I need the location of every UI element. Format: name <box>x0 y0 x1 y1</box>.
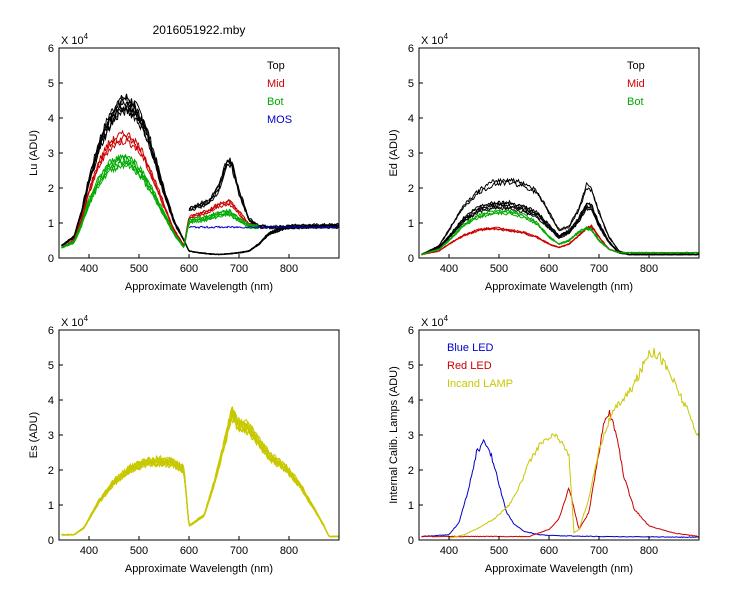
x-tick-label: 500 <box>130 263 148 275</box>
series-es-line <box>61 417 339 538</box>
legend-item-top: Top <box>627 60 645 72</box>
x-tick-label: 400 <box>440 263 458 275</box>
y-tick-label: 2 <box>48 183 54 195</box>
x-tick-label: 600 <box>180 545 198 557</box>
x-tick-label: 800 <box>280 545 298 557</box>
x-axis-label: Approximate Wavelength (nm) <box>125 281 273 293</box>
legend-item-incand-lamp: Incand LAMP <box>447 378 513 390</box>
x-tick-label: 400 <box>440 545 458 557</box>
x-axis-label: Approximate Wavelength (nm) <box>125 563 273 575</box>
x-axis-label: Approximate Wavelength (nm) <box>485 563 633 575</box>
y-tick-label: 5 <box>48 360 54 372</box>
x-tick-label: 800 <box>640 263 658 275</box>
y-tick-label: 2 <box>408 183 414 195</box>
y-tick-label: 1 <box>48 218 54 230</box>
y-axis-label: Es (ADU) <box>28 412 40 458</box>
legend-item-mid: Mid <box>627 78 645 90</box>
x-tick-label: 500 <box>130 545 148 557</box>
y-exponent-label: X 104 <box>421 314 449 329</box>
x-tick-label: 600 <box>540 545 558 557</box>
series-blue-led-line <box>421 438 699 538</box>
x-tick-label: 800 <box>640 545 658 557</box>
series-top-red-region-line <box>188 162 339 230</box>
x-tick-label: 800 <box>280 263 298 275</box>
y-tick-label: 0 <box>408 253 414 265</box>
y-tick-label: 6 <box>408 325 414 337</box>
y-tick-label: 1 <box>408 218 414 230</box>
series-top-line <box>421 206 699 256</box>
y-tick-label: 4 <box>48 395 54 407</box>
y-tick-label: 6 <box>48 325 54 337</box>
y-exponent-label: X 104 <box>61 314 89 329</box>
x-axis-label: Approximate Wavelength (nm) <box>485 281 633 293</box>
legend-item-mid: Mid <box>267 78 285 90</box>
legend-item-top: Top <box>267 60 285 72</box>
x-tick-label: 700 <box>590 263 608 275</box>
x-tick-label: 400 <box>80 545 98 557</box>
y-tick-label: 3 <box>48 430 54 442</box>
x-tick-label: 500 <box>490 545 508 557</box>
y-tick-label: 2 <box>408 465 414 477</box>
chart-es: 400 500 600 700 800 0 1 2 3 4 5 6 X 104 Approximate W… <box>28 314 340 575</box>
y-exponent-label: X 104 <box>61 32 89 47</box>
y-axis-label: Internal Calib. Lamps (ADU) <box>388 366 400 504</box>
x-tick-label: 700 <box>230 545 248 557</box>
legend-item-bot: Bot <box>627 96 644 108</box>
y-tick-label: 5 <box>48 78 54 90</box>
legend-item-blue-led: Blue LED <box>447 342 494 354</box>
series-incand-lamp-line <box>448 347 699 539</box>
y-tick-label: 6 <box>408 43 414 55</box>
y-tick-label: 5 <box>408 78 414 90</box>
y-tick-label: 4 <box>48 113 54 125</box>
y-axis-label: Lu (ADU) <box>28 130 40 176</box>
legend-item-red-led: Red LED <box>447 360 492 372</box>
y-tick-label: 0 <box>48 535 54 547</box>
x-tick-label: 600 <box>540 263 558 275</box>
series-bot-line <box>421 211 699 256</box>
series-bot-line <box>61 162 259 249</box>
y-tick-label: 1 <box>48 500 54 512</box>
y-tick-label: 3 <box>408 148 414 160</box>
y-tick-label: 4 <box>408 395 414 407</box>
x-tick-label: 500 <box>490 263 508 275</box>
x-tick-label: 400 <box>80 263 98 275</box>
y-axis-label: Ed (ADU) <box>388 129 400 176</box>
y-tick-label: 0 <box>48 253 54 265</box>
series-mos-line <box>188 225 339 229</box>
chart-lu: 400 500 600 700 800 0 1 2 3 4 5 6 X 104 Approximate W… <box>28 32 340 293</box>
legend-item-bot: Bot <box>267 96 284 108</box>
y-tick-label: 1 <box>408 500 414 512</box>
y-tick-label: 3 <box>408 430 414 442</box>
x-tick-label: 600 <box>180 263 198 275</box>
chart-ed: 400 500 600 700 800 0 1 2 3 4 5 6 X 104 Approximate W… <box>388 32 700 293</box>
y-tick-label: 4 <box>408 113 414 125</box>
series-red-led-line <box>421 410 699 538</box>
y-tick-label: 2 <box>48 465 54 477</box>
y-tick-label: 3 <box>48 148 54 160</box>
y-tick-label: 0 <box>408 535 414 547</box>
x-tick-label: 700 <box>230 263 248 275</box>
y-exponent-label: X 104 <box>421 32 449 47</box>
y-tick-label: 5 <box>408 360 414 372</box>
series-mid-line <box>61 129 259 248</box>
y-tick-label: 6 <box>48 43 54 55</box>
series-mid-line <box>61 137 259 249</box>
chart-lamps: 400 500 600 700 800 0 1 2 3 4 5 6 X 104 Approximate W… <box>388 314 700 575</box>
figure-title: 2016051922.mby <box>153 23 246 37</box>
legend-item-mos: MOS <box>267 114 292 126</box>
x-tick-label: 700 <box>590 545 608 557</box>
